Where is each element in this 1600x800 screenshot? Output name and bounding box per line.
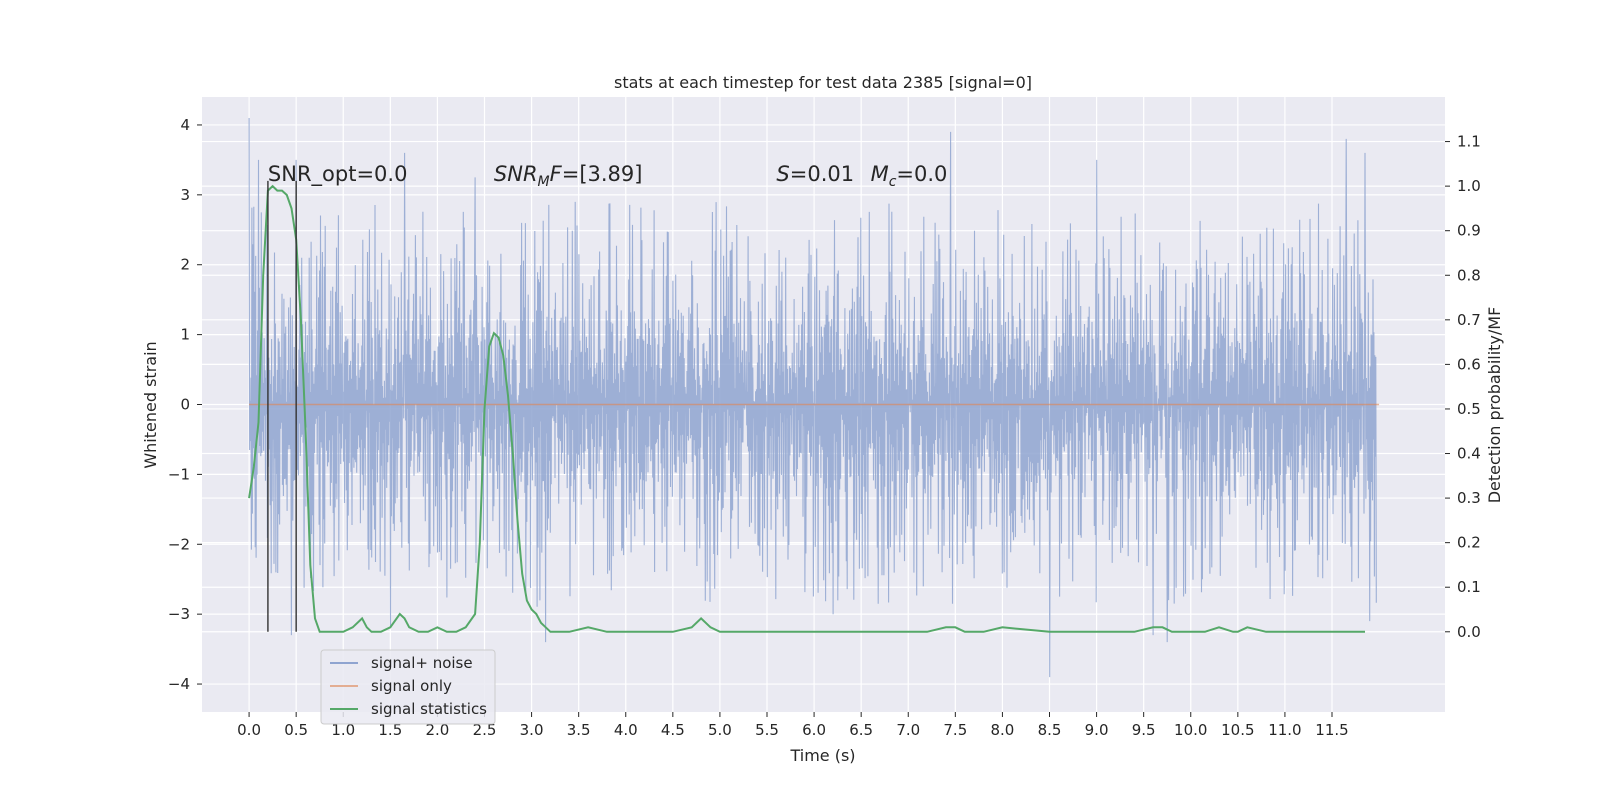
x-tick-label: 8.0: [990, 721, 1014, 739]
y-tick-label: −1: [168, 465, 190, 483]
y-tick-label: −4: [168, 675, 190, 693]
y-axis-ticks: 4 3 2 1 0 −1 −2 −3 −4: [168, 116, 202, 693]
legend-label-signal-statistics: signal statistics: [371, 700, 487, 718]
y2-tick-label: 0.5: [1457, 400, 1481, 418]
x-axis-title: Time (s): [789, 746, 855, 765]
x-tick-label: 1.5: [378, 721, 402, 739]
x-tick-label: 4.0: [614, 721, 638, 739]
x-tick-label: 7.0: [896, 721, 920, 739]
y-axis-title: Whitened strain: [141, 341, 160, 468]
y-tick-label: 4: [180, 116, 190, 134]
signal-statistics-line: [248, 184, 1365, 633]
x-tick-label: 9.5: [1132, 721, 1156, 739]
x-axis-ticks: 0.0 0.5 1.0 1.5 2.0 2.5 3.0 3.5 4.0 4.5 5.0 5.5 6.0 6…: [237, 712, 1349, 739]
y-tick-label: 3: [180, 186, 190, 204]
annotation-snr-opt: SNR_opt=0.0: [268, 162, 408, 187]
x-tick-label: 2.5: [473, 721, 497, 739]
y2-tick-label: 0.0: [1457, 623, 1481, 641]
vertical-markers: [267, 180, 297, 632]
y-tick-label: −2: [168, 535, 190, 553]
x-tick-label: 0.0: [237, 721, 261, 739]
y2-tick-label: 1.1: [1457, 133, 1481, 151]
x-tick-label: 0.5: [284, 721, 308, 739]
y2-tick-label: 0.3: [1457, 489, 1481, 507]
chart-title: stats at each timestep for test data 238…: [614, 73, 1032, 92]
y-tick-label: 1: [180, 326, 190, 344]
y2-tick-label: 0.8: [1457, 266, 1481, 284]
y-tick-label: 2: [180, 256, 190, 274]
signal-noise-line: [248, 117, 1377, 678]
y2-axis-title: Detection probability/MF: [1485, 307, 1504, 504]
x-tick-label: 8.5: [1038, 721, 1062, 739]
x-tick-label: 6.0: [802, 721, 826, 739]
y2-tick-label: 0.2: [1457, 534, 1481, 552]
x-tick-label: 2.0: [425, 721, 449, 739]
x-tick-label: 5.0: [708, 721, 732, 739]
legend-label-signal-noise: signal+ noise: [371, 654, 473, 672]
y2-tick-label: 0.9: [1457, 222, 1481, 240]
x-tick-label: 11.0: [1268, 721, 1301, 739]
legend-label-signal-only: signal only: [371, 677, 452, 695]
x-tick-label: 9.0: [1085, 721, 1109, 739]
x-tick-label: 11.5: [1315, 721, 1348, 739]
y2-axis-ticks: 1.1 1.0 0.9 0.8 0.7 0.6 0.5 0.4 0.3 0.2 0.1 0.0: [1445, 133, 1481, 641]
x-tick-label: 3.0: [520, 721, 544, 739]
series-layer: [248, 117, 1380, 678]
x-tick-label: 3.5: [567, 721, 591, 739]
y-tick-label: 0: [180, 396, 190, 414]
y2-tick-label: 0.7: [1457, 311, 1481, 329]
x-tick-label: 5.5: [755, 721, 779, 739]
y2-tick-label: 1.0: [1457, 177, 1481, 195]
annotation-snr-mf: SNRMF=[3.89]: [494, 162, 643, 190]
y-tick-label: −3: [168, 605, 190, 623]
annotations: SNR_opt=0.0 SNRMF=[3.89] S=0.01 Mc=0.0: [268, 162, 947, 190]
x-tick-label: 6.5: [849, 721, 873, 739]
x-tick-label: 4.5: [661, 721, 685, 739]
y2-tick-label: 0.6: [1457, 355, 1481, 373]
legend: signal+ noise signal only signal statist…: [320, 649, 496, 725]
legend-box: [320, 649, 496, 725]
x-tick-label: 7.5: [943, 721, 967, 739]
x-tick-label: 1.0: [331, 721, 355, 739]
x-tick-label: 10.0: [1174, 721, 1207, 739]
x-tick-label: 10.5: [1221, 721, 1254, 739]
y2-tick-label: 0.4: [1457, 445, 1481, 463]
y2-tick-label: 0.1: [1457, 578, 1481, 596]
annotation-s: S=0.01: [776, 162, 854, 186]
annotation-mc: Mc=0.0: [871, 162, 948, 190]
